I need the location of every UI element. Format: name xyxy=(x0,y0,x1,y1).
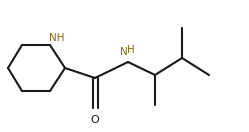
Text: NH: NH xyxy=(49,33,65,43)
Text: N: N xyxy=(120,47,128,57)
Text: O: O xyxy=(91,115,99,125)
Text: H: H xyxy=(127,45,135,55)
